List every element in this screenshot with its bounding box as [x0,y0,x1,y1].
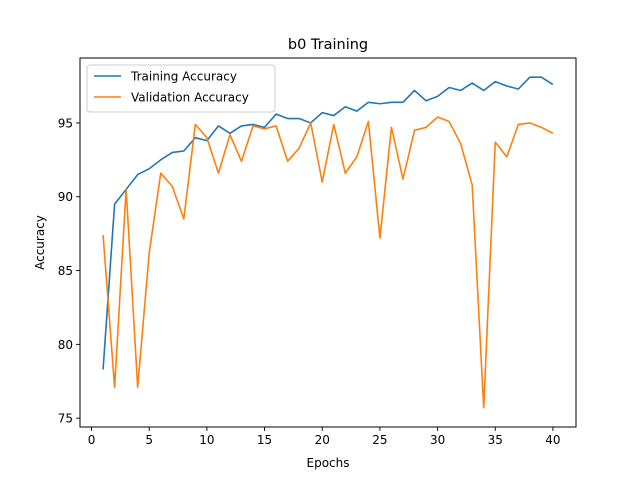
legend-label-training-accuracy: Training Accuracy [130,70,237,84]
y-tick-label: 80 [58,338,73,352]
x-tick-label: 25 [372,433,387,447]
x-tick-label: 5 [145,433,153,447]
y-tick-label: 95 [58,116,73,130]
y-tick-label: 75 [58,412,73,426]
legend: Training Accuracy Validation Accuracy [86,64,276,113]
x-tick-label: 20 [315,433,330,447]
y-axis-label: Accuracy [33,215,47,270]
x-tick-label: 10 [199,433,214,447]
y-tick-label: 85 [58,264,73,278]
x-tick-label: 35 [488,433,503,447]
series-line-training-accuracy [102,76,554,370]
y-tick-label: 90 [58,190,73,204]
legend-box [86,64,276,113]
legend-label-validation-accuracy: Validation Accuracy [131,91,249,105]
x-tick-label: 15 [257,433,272,447]
x-axis: 0 5 10 15 20 25 30 35 40 [88,427,561,447]
x-axis-label: Epochs [307,456,350,470]
x-tick-label: 40 [545,433,560,447]
chart-title: b0 Training [288,37,368,53]
series-layer [102,76,554,409]
x-tick-label: 30 [430,433,445,447]
series-line-validation-accuracy [102,116,554,409]
y-axis: 75 80 85 90 95 [58,116,80,426]
x-tick-label: 0 [88,433,96,447]
plot-frame [79,57,577,428]
